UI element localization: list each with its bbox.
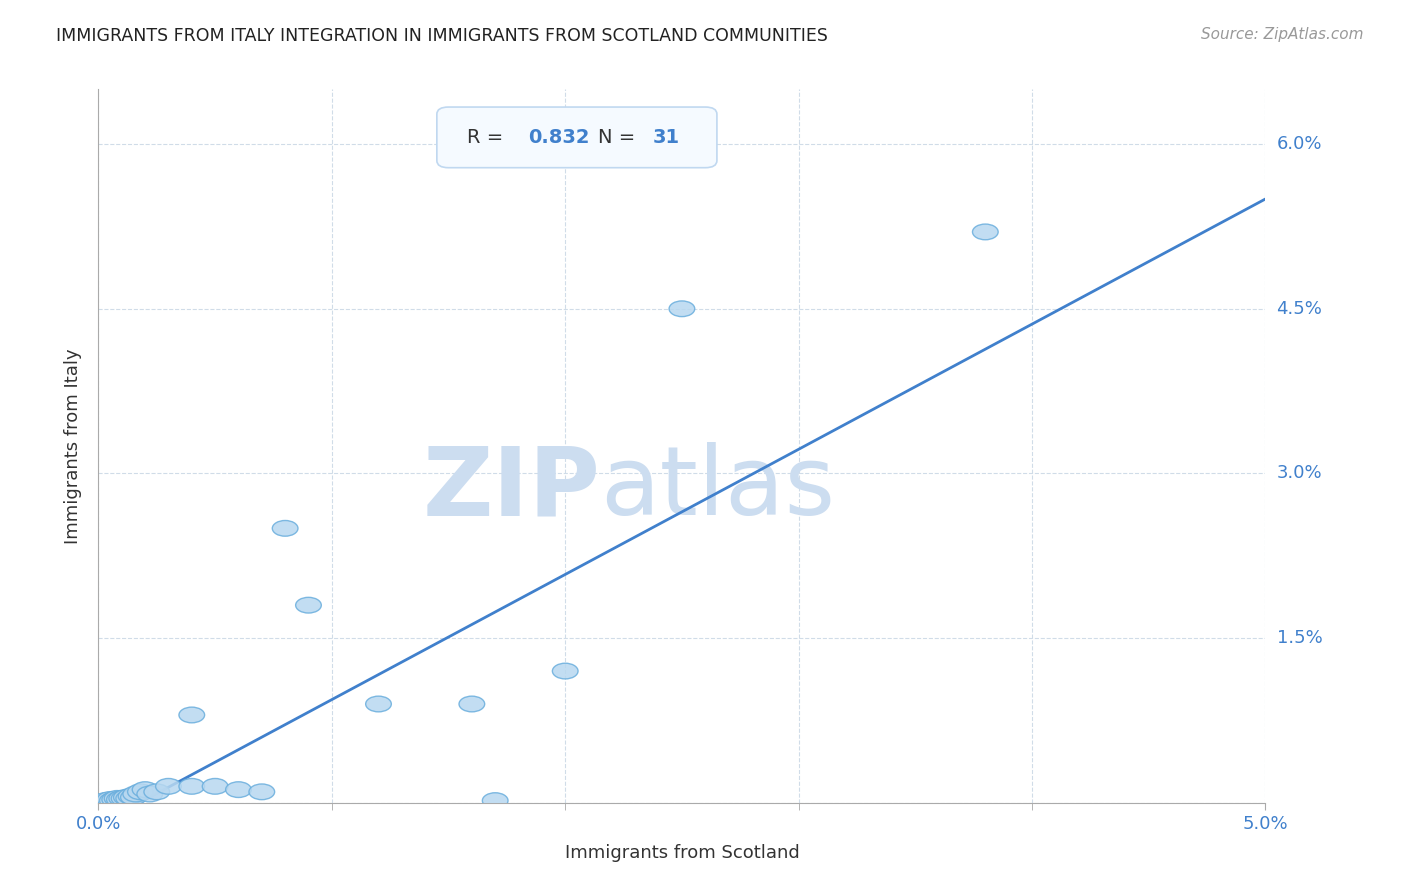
Ellipse shape bbox=[111, 790, 136, 806]
Ellipse shape bbox=[115, 790, 142, 806]
Ellipse shape bbox=[104, 790, 129, 806]
Ellipse shape bbox=[553, 664, 578, 679]
Y-axis label: Immigrants from Italy: Immigrants from Italy bbox=[65, 348, 83, 544]
Text: atlas: atlas bbox=[600, 442, 835, 535]
Ellipse shape bbox=[97, 792, 122, 807]
Ellipse shape bbox=[114, 789, 139, 805]
Ellipse shape bbox=[128, 784, 153, 799]
Ellipse shape bbox=[122, 786, 149, 802]
Text: 6.0%: 6.0% bbox=[1277, 135, 1322, 153]
Ellipse shape bbox=[136, 786, 163, 802]
Ellipse shape bbox=[669, 301, 695, 317]
Ellipse shape bbox=[295, 598, 322, 613]
Text: 0.832: 0.832 bbox=[527, 128, 589, 147]
Text: 31: 31 bbox=[652, 128, 681, 147]
Text: 3.0%: 3.0% bbox=[1277, 465, 1322, 483]
Ellipse shape bbox=[143, 784, 170, 799]
Text: N =: N = bbox=[598, 128, 641, 147]
FancyBboxPatch shape bbox=[437, 107, 717, 168]
Ellipse shape bbox=[179, 707, 205, 723]
Ellipse shape bbox=[482, 793, 508, 808]
Ellipse shape bbox=[101, 792, 128, 807]
Text: Source: ZipAtlas.com: Source: ZipAtlas.com bbox=[1201, 27, 1364, 42]
Text: IMMIGRANTS FROM ITALY INTEGRATION IN IMMIGRANTS FROM SCOTLAND COMMUNITIES: IMMIGRANTS FROM ITALY INTEGRATION IN IMM… bbox=[56, 27, 828, 45]
Text: ZIP: ZIP bbox=[422, 442, 600, 535]
Ellipse shape bbox=[118, 789, 143, 804]
Ellipse shape bbox=[100, 793, 125, 808]
Ellipse shape bbox=[202, 779, 228, 794]
Text: 1.5%: 1.5% bbox=[1277, 629, 1322, 647]
Ellipse shape bbox=[121, 789, 146, 805]
Ellipse shape bbox=[249, 784, 274, 799]
Ellipse shape bbox=[273, 521, 298, 536]
Ellipse shape bbox=[973, 224, 998, 240]
Text: 4.5%: 4.5% bbox=[1277, 300, 1323, 318]
Ellipse shape bbox=[225, 781, 252, 797]
Ellipse shape bbox=[366, 696, 391, 712]
Ellipse shape bbox=[156, 779, 181, 794]
Ellipse shape bbox=[107, 792, 132, 807]
Ellipse shape bbox=[458, 696, 485, 712]
Text: R =: R = bbox=[467, 128, 510, 147]
Ellipse shape bbox=[93, 793, 118, 808]
X-axis label: Immigrants from Scotland: Immigrants from Scotland bbox=[565, 844, 799, 862]
Ellipse shape bbox=[179, 779, 205, 794]
Ellipse shape bbox=[108, 790, 135, 806]
Ellipse shape bbox=[132, 781, 157, 797]
